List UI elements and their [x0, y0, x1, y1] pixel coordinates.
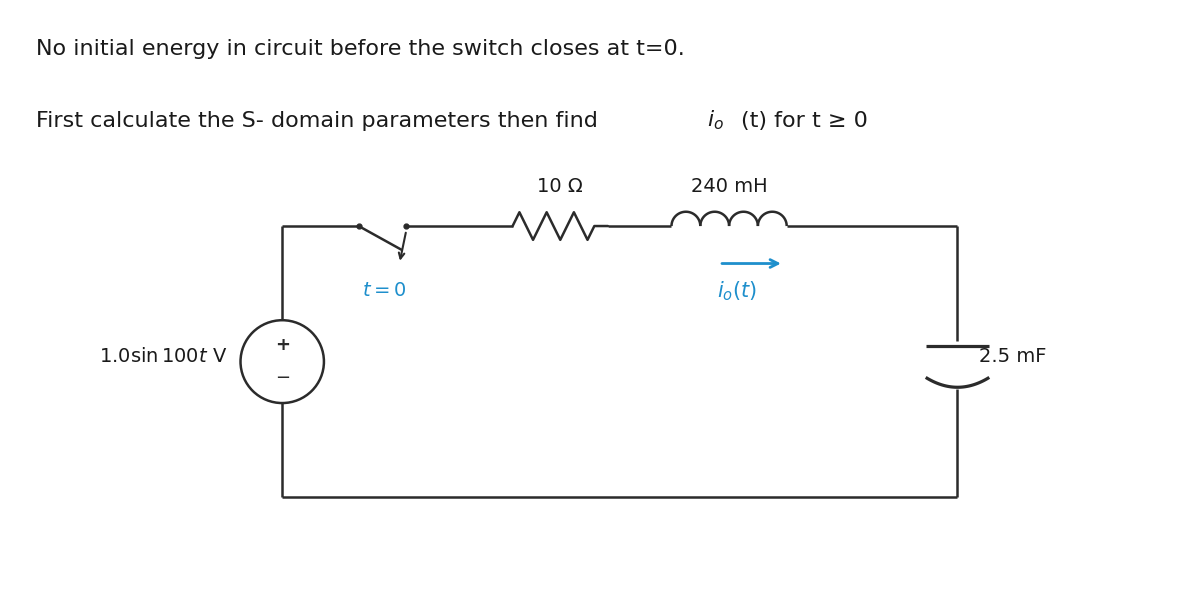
Text: First calculate the S- domain parameters then find: First calculate the S- domain parameters…	[36, 110, 605, 131]
Text: −: −	[275, 370, 289, 388]
Text: $1.0\sin 100t$ V: $1.0\sin 100t$ V	[100, 347, 228, 366]
Text: +: +	[275, 336, 289, 354]
Text: $t = 0$: $t = 0$	[362, 281, 407, 300]
Text: 10 Ω: 10 Ω	[538, 178, 583, 196]
Text: $i_o$: $i_o$	[707, 109, 724, 133]
Text: (t) for t ≥ 0: (t) for t ≥ 0	[742, 110, 868, 131]
Text: 240 mH: 240 mH	[691, 178, 768, 196]
Text: 2.5 mF: 2.5 mF	[979, 347, 1046, 366]
Text: No initial energy in circuit before the switch closes at t=0.: No initial energy in circuit before the …	[36, 38, 685, 59]
Text: $i_o(t)$: $i_o(t)$	[718, 280, 757, 303]
